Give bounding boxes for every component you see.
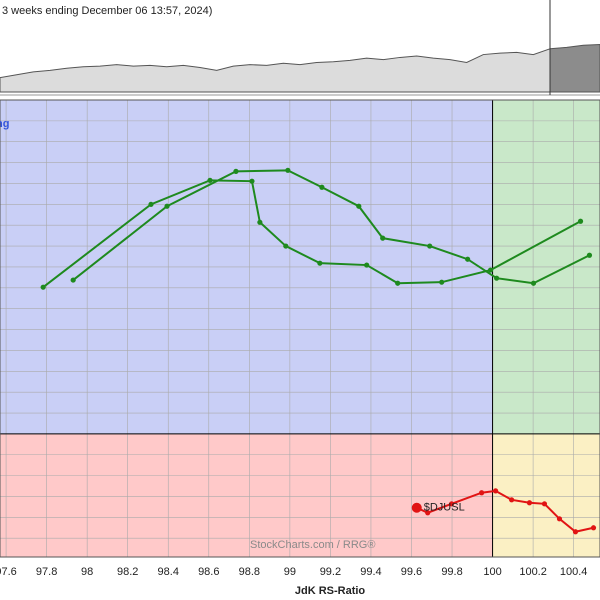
header-title: 3 weeks ending December 06 13:57, 2024) [2, 5, 212, 17]
tail-point [493, 488, 499, 494]
x-tick-label: 99.4 [360, 566, 381, 578]
x-tick-label: 99.8 [441, 566, 462, 578]
tail-point [572, 529, 579, 535]
tail-point [487, 267, 494, 273]
tail-point [556, 516, 563, 522]
series-label: $DJUSL [424, 502, 465, 514]
tail-point [249, 178, 255, 184]
tail-point [439, 279, 445, 285]
x-tick-label: 100 [483, 566, 501, 578]
x-axis-label: JdK RS-Ratio [295, 585, 366, 597]
x-tick-label: 98.4 [158, 566, 179, 578]
tail-line [72, 169, 590, 285]
tail-point [509, 497, 515, 503]
x-tick-label: 99.2 [320, 566, 341, 578]
x-tick-label: 99 [284, 566, 296, 578]
x-tick-label: 98.2 [117, 566, 138, 578]
x-tick-label: 100.4 [560, 566, 588, 578]
quadrant [492, 433, 600, 557]
tail-point [285, 167, 291, 173]
tail-point [479, 490, 485, 496]
tail-point [494, 275, 500, 281]
tail-point [449, 501, 455, 507]
watermark: StockCharts.com / RRG® [250, 539, 375, 551]
tail-point [148, 201, 154, 207]
x-tick-label: 100.2 [519, 566, 547, 578]
tail-point [257, 219, 263, 225]
tail-point [319, 184, 325, 190]
tail-point [356, 203, 362, 209]
tail-point [380, 235, 386, 241]
price-area-recent [549, 43, 600, 93]
x-tick-label: 98 [81, 566, 93, 578]
tail-point [207, 177, 213, 183]
tail-point [395, 280, 401, 286]
x-tick-label: 99.6 [401, 566, 422, 578]
tail-head [411, 502, 422, 513]
tail-point [40, 284, 46, 290]
tail-point [590, 525, 597, 531]
tail-point [70, 277, 76, 283]
tail-point [164, 203, 170, 209]
tail-point [317, 260, 323, 266]
tail-point [586, 252, 593, 258]
tail-point [526, 500, 533, 506]
tail-point [530, 280, 537, 286]
tail-point [364, 262, 370, 268]
tail-point [427, 243, 433, 249]
tail-line [42, 179, 582, 288]
price-area [0, 48, 551, 93]
quadrant [0, 433, 493, 557]
tail-point [577, 218, 584, 224]
x-tick-label: 98.6 [198, 566, 219, 578]
plot-frame [0, 99, 600, 558]
x-tick-label: 97.6 [0, 566, 17, 578]
x-tick-label: 98.8 [239, 566, 260, 578]
x-tick-label: 97.8 [36, 566, 57, 578]
tail-point [233, 168, 239, 174]
tail-point [283, 243, 289, 249]
tail-point [541, 501, 548, 507]
tail-point [465, 256, 471, 262]
quadrant-label: ng [0, 118, 9, 130]
tail-point [425, 510, 431, 516]
